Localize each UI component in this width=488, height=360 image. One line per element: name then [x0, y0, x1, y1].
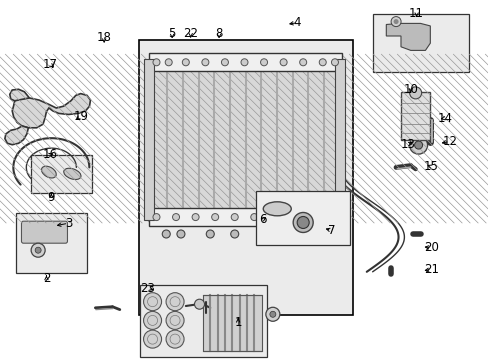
- Text: 5: 5: [168, 27, 176, 40]
- Text: 6: 6: [258, 213, 266, 226]
- Circle shape: [166, 293, 183, 311]
- Circle shape: [270, 213, 277, 221]
- Bar: [334, 59, 344, 220]
- Text: 10: 10: [403, 83, 417, 96]
- Circle shape: [260, 59, 267, 66]
- Circle shape: [289, 213, 296, 221]
- Circle shape: [331, 59, 338, 66]
- Circle shape: [231, 213, 238, 221]
- Circle shape: [153, 213, 160, 221]
- Circle shape: [269, 311, 275, 317]
- Circle shape: [182, 59, 189, 66]
- Text: 21: 21: [423, 263, 438, 276]
- Text: 23: 23: [140, 282, 155, 294]
- Circle shape: [409, 87, 421, 99]
- Bar: [149, 54, 342, 223]
- Text: 4: 4: [293, 16, 301, 29]
- FancyBboxPatch shape: [21, 221, 67, 243]
- Bar: [140, 285, 266, 357]
- Polygon shape: [5, 126, 28, 145]
- Bar: [256, 191, 349, 245]
- Text: 11: 11: [408, 7, 423, 20]
- Bar: [149, 53, 342, 71]
- Circle shape: [165, 59, 172, 66]
- Bar: [400, 92, 429, 140]
- Bar: [31, 155, 92, 193]
- Ellipse shape: [293, 212, 312, 233]
- Circle shape: [265, 307, 279, 321]
- Text: 22: 22: [183, 27, 198, 40]
- Circle shape: [241, 59, 247, 66]
- Circle shape: [143, 311, 161, 329]
- Circle shape: [162, 230, 170, 238]
- Circle shape: [414, 141, 422, 149]
- Circle shape: [202, 59, 208, 66]
- Circle shape: [328, 213, 335, 221]
- Polygon shape: [386, 23, 429, 50]
- Circle shape: [319, 59, 325, 66]
- Bar: [149, 54, 342, 223]
- Bar: [139, 40, 352, 315]
- Text: 17: 17: [42, 58, 57, 71]
- Text: 2: 2: [42, 273, 50, 285]
- Text: 18: 18: [97, 31, 111, 44]
- Ellipse shape: [41, 166, 56, 178]
- Text: 8: 8: [215, 27, 223, 40]
- Circle shape: [166, 330, 183, 348]
- Text: 12: 12: [442, 135, 456, 148]
- Circle shape: [192, 213, 199, 221]
- Text: 16: 16: [42, 148, 57, 161]
- Bar: [149, 208, 342, 226]
- Circle shape: [211, 213, 218, 221]
- Text: 1: 1: [234, 316, 242, 329]
- Text: 3: 3: [64, 217, 72, 230]
- Circle shape: [390, 17, 400, 27]
- Bar: [203, 295, 261, 351]
- Circle shape: [143, 330, 161, 348]
- Text: 20: 20: [423, 241, 438, 254]
- Ellipse shape: [263, 202, 291, 216]
- Circle shape: [194, 299, 204, 309]
- Bar: [144, 59, 154, 220]
- Circle shape: [393, 19, 398, 24]
- Ellipse shape: [63, 168, 81, 180]
- Circle shape: [230, 230, 238, 238]
- Circle shape: [206, 230, 214, 238]
- Text: 9: 9: [47, 191, 55, 204]
- Circle shape: [280, 59, 286, 66]
- Circle shape: [143, 293, 161, 311]
- Circle shape: [299, 59, 306, 66]
- Circle shape: [31, 243, 45, 257]
- Circle shape: [166, 311, 183, 329]
- Circle shape: [250, 213, 257, 221]
- Text: 14: 14: [437, 112, 451, 125]
- Polygon shape: [12, 94, 90, 128]
- Bar: [372, 14, 468, 72]
- Circle shape: [153, 59, 160, 66]
- Polygon shape: [10, 89, 29, 101]
- Circle shape: [309, 213, 316, 221]
- Text: 19: 19: [73, 110, 88, 123]
- Circle shape: [409, 136, 427, 154]
- Text: 13: 13: [400, 138, 415, 150]
- Circle shape: [221, 59, 228, 66]
- Circle shape: [177, 230, 184, 238]
- Text: 15: 15: [423, 160, 438, 173]
- Bar: [16, 213, 87, 273]
- Circle shape: [35, 247, 41, 253]
- Text: 7: 7: [327, 224, 335, 237]
- Circle shape: [297, 216, 308, 229]
- Circle shape: [172, 213, 179, 221]
